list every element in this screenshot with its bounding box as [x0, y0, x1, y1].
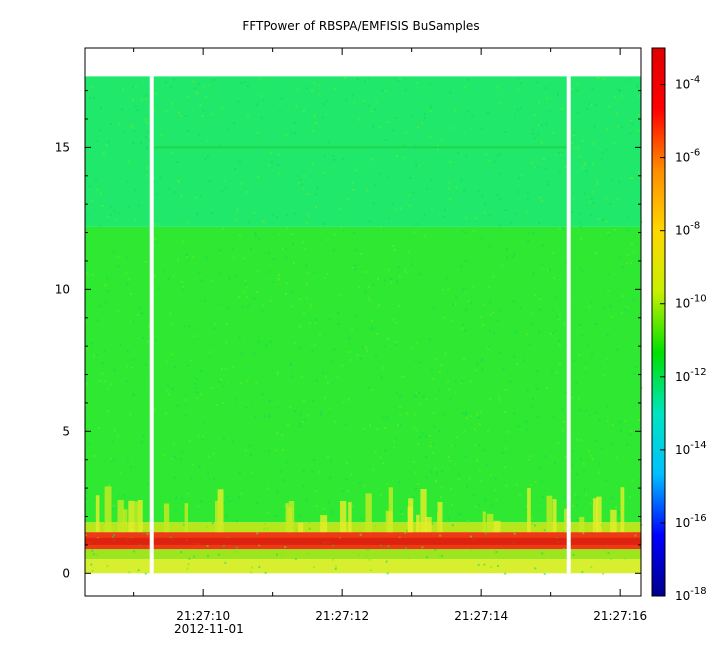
colorbar-tick-label: 10-4: [675, 75, 700, 92]
colorbar-tick-label: 10-18: [675, 586, 707, 603]
colorbar-tick-label: 10-10: [675, 294, 707, 311]
emission-spikes: [95, 486, 625, 533]
plot-area: [84, 47, 643, 597]
colorbar: 10-4 10-6 10-8 10-10 10-12 10-14 10-16 10-18: [651, 47, 707, 603]
colorbar-tick-label: 10-8: [675, 221, 700, 238]
chart-title: FFTPower of RBSPA/EMFISIS BuSamples: [242, 19, 479, 33]
colorbar-gradient: [651, 47, 666, 597]
x-axis: 21:27:10 21:27:12 21:27:14 21:27:16: [133, 48, 647, 623]
y-tick-label: 10: [55, 282, 70, 296]
date-label: 2012-11-01: [174, 622, 244, 636]
y-axis: 0 5 10 15: [55, 90, 641, 580]
power-band: [85, 559, 641, 574]
y-tick-label: 0: [62, 566, 70, 580]
x-tick-label: 21:27:14: [454, 609, 508, 623]
plot-frame: [84, 47, 642, 597]
power-band: [85, 76, 641, 227]
x-tick-label: 21:27:10: [176, 609, 230, 623]
colorbar-tick-label: 10-16: [675, 513, 707, 530]
power-band: [85, 522, 641, 533]
power-band-core: [85, 537, 641, 545]
power-band: [85, 549, 641, 560]
data-gap: [149, 76, 154, 574]
power-band: [85, 226, 641, 523]
x-tick-label: 21:27:16: [593, 609, 647, 623]
y-tick-label: 5: [62, 424, 70, 438]
y-tick-label: 15: [55, 140, 70, 154]
colorbar-tick-label: 10-14: [675, 440, 707, 457]
x-tick-label: 21:27:12: [315, 609, 369, 623]
colorbar-tick-label: 10-12: [675, 367, 707, 384]
colorbar-tick-label: 10-6: [675, 148, 700, 165]
data-gap: [566, 76, 571, 574]
noise-texture: [85, 76, 643, 576]
